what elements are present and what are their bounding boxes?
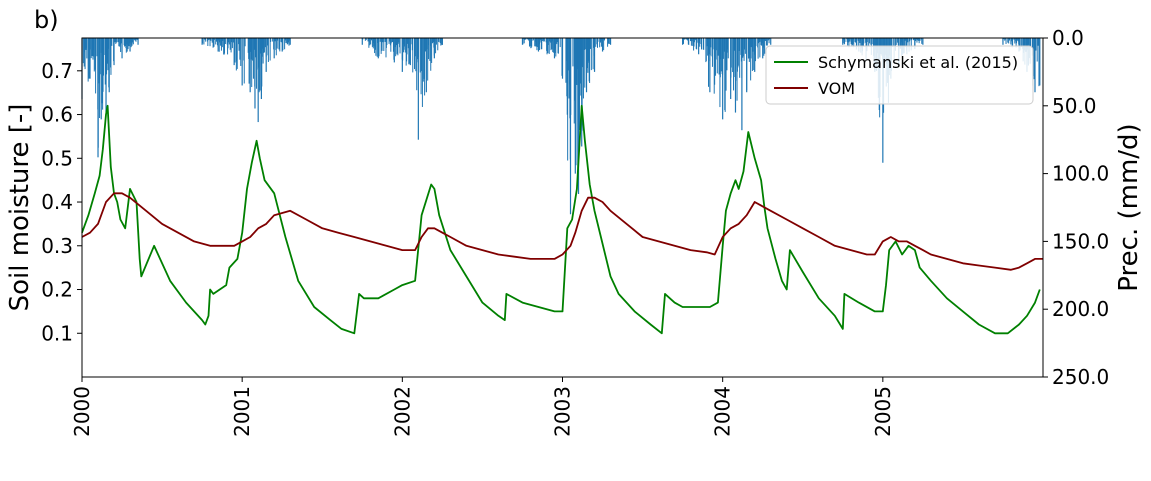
left-tick-label: 0.3: [41, 234, 73, 258]
legend: Schymanski et al. (2015) VOM: [765, 45, 1034, 105]
left-tick-label: 0.5: [41, 146, 73, 170]
right-tick-label: 150.0: [1052, 229, 1109, 253]
x-tick-label: 2000: [70, 386, 94, 437]
legend-label-vom: VOM: [818, 79, 855, 98]
x-tick-label: 2002: [390, 386, 414, 437]
right-tick-label: 0.0: [1052, 26, 1084, 50]
precipitation-bars: [81, 38, 1041, 215]
series-lines: [81, 104, 1043, 335]
x-tick-label: 2005: [871, 386, 895, 437]
x-axis-ticks: 2000 2001 2002 2003 2004 2005: [70, 377, 895, 437]
right-tick-label: 50.0: [1052, 94, 1097, 118]
left-axis-title: Soil moisture [-]: [5, 104, 35, 312]
right-tick-label: 100.0: [1052, 162, 1109, 186]
left-tick-label: 0.6: [41, 103, 73, 127]
legend-label-schymanski: Schymanski et al. (2015): [818, 53, 1018, 72]
x-tick-label: 2001: [230, 386, 254, 437]
right-axis-ticks: 0.0 50.0 100.0 150.0 200.0 250.0: [1043, 26, 1109, 389]
legend-box: [765, 45, 1034, 105]
left-axis-ticks: 0.1 0.2 0.3 0.4 0.5 0.6 0.7: [41, 59, 82, 345]
right-tick-label: 200.0: [1052, 297, 1109, 321]
right-axis-title: Prec. (mm/d): [1114, 123, 1144, 291]
x-tick-label: 2003: [551, 386, 575, 437]
series-line-schymanski: [81, 104, 1041, 335]
left-tick-label: 0.7: [41, 59, 73, 83]
x-tick-label: 2004: [711, 386, 735, 437]
left-tick-label: 0.2: [41, 278, 73, 302]
panel-label: b): [34, 6, 59, 34]
left-tick-label: 0.1: [41, 321, 73, 345]
series-line-vom: [81, 192, 1043, 271]
left-tick-label: 0.4: [41, 190, 73, 214]
right-tick-label: 250.0: [1052, 365, 1109, 389]
